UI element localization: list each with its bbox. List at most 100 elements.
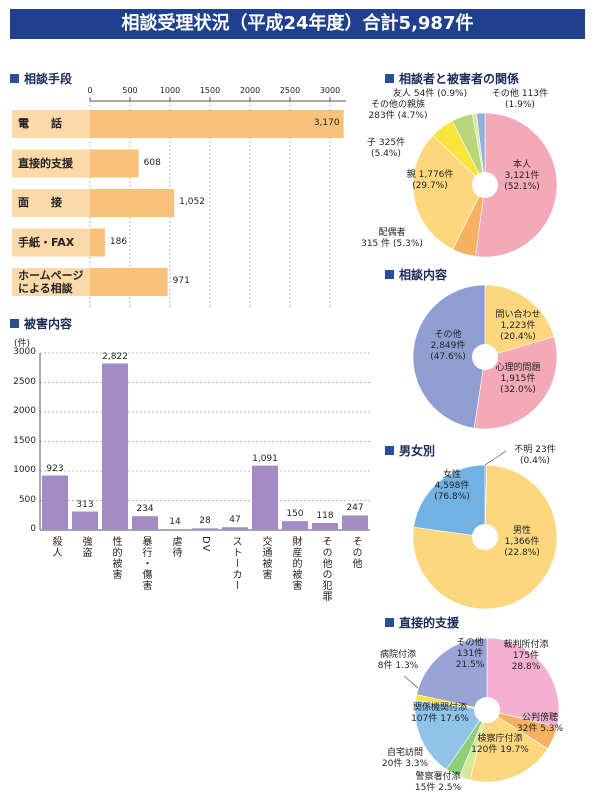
slice-label: 女性 4,598件 (76.8%) bbox=[434, 470, 470, 502]
slice-name: 親 bbox=[406, 170, 416, 180]
pie-slice bbox=[484, 284, 555, 358]
bar bbox=[90, 189, 175, 217]
y-tick-label: 500 bbox=[18, 494, 36, 505]
value-label: 234 bbox=[136, 504, 154, 515]
category-label: 虐待 bbox=[170, 536, 181, 558]
slice-label: 問い合わせ 1,223件 (20.4%) bbox=[495, 310, 540, 342]
bar bbox=[90, 268, 168, 296]
x-tick-label: 2000 bbox=[239, 86, 261, 95]
category-label: 直接的支援 bbox=[18, 156, 73, 170]
slice-value: 325件 (5.4%) bbox=[371, 138, 406, 159]
slice-value: 113件 (1.9%) bbox=[505, 89, 549, 110]
slice-label: 心理的問題 1,915件 (32.0%) bbox=[495, 363, 540, 395]
slice-name: 警察署付添 bbox=[415, 772, 461, 782]
slice-label: 親 1,776件 (29.7%) bbox=[407, 170, 454, 192]
y-axis-label: (件) bbox=[14, 339, 31, 349]
category-label: 性的被害 bbox=[110, 536, 121, 580]
bar bbox=[90, 149, 139, 178]
bar bbox=[312, 523, 338, 530]
slice-label: 友人 54件 (0.9%) bbox=[393, 89, 467, 100]
slice-name: 関係機関付添 bbox=[412, 703, 468, 713]
slice-value: 3,121件 (52.1%) bbox=[504, 170, 540, 192]
value-label: 1,052 bbox=[179, 197, 205, 207]
slice-value: 1,776件 (29.7%) bbox=[412, 170, 454, 191]
slice-name: 病院付添 bbox=[379, 650, 417, 660]
row-background bbox=[12, 228, 90, 257]
bar bbox=[72, 511, 98, 530]
slice-name: 公判傍聴 bbox=[521, 713, 558, 723]
value-label: 28 bbox=[199, 516, 211, 527]
slice-value: 20件 3.3% bbox=[381, 758, 429, 769]
slice-value: 120件 19.7% bbox=[471, 744, 529, 755]
slice-value: 15件 2.5% bbox=[414, 782, 462, 793]
value-label: 923 bbox=[46, 463, 64, 474]
bar bbox=[132, 516, 158, 530]
slice-label: 病院付添 8件 1.3% bbox=[378, 650, 418, 672]
pie-slice bbox=[469, 709, 549, 783]
slice-value: 107件 17.6% bbox=[411, 713, 469, 724]
y-tick-label: 2000 bbox=[13, 406, 36, 416]
bar bbox=[90, 228, 105, 257]
pie-slice bbox=[412, 284, 486, 429]
pie-hole bbox=[472, 172, 498, 198]
slice-name: 検察庁付添 bbox=[477, 734, 523, 744]
leader-line bbox=[484, 450, 507, 466]
slice-label: その他 2,849件 (47.6%) bbox=[430, 330, 466, 362]
slice-label: その他 131件 21.5% bbox=[456, 638, 485, 670]
slice-name: その他 bbox=[456, 638, 484, 648]
bar bbox=[192, 528, 218, 530]
page-title: 相談受理状況（平成24年度）合計5,987件 bbox=[10, 9, 585, 39]
row-background bbox=[12, 110, 90, 138]
value-label: 971 bbox=[172, 276, 190, 286]
bar bbox=[252, 465, 278, 530]
bar bbox=[102, 363, 128, 530]
pie-slice bbox=[475, 112, 558, 258]
category-label: ストーカー bbox=[230, 536, 241, 591]
value-label: 47 bbox=[229, 515, 241, 526]
slice-name: 配偶者 bbox=[378, 228, 406, 238]
slice-value: 1,223件 (20.4%) bbox=[500, 320, 536, 342]
category-label: DV bbox=[200, 536, 211, 553]
slice-value: 1,915件 (32.0%) bbox=[500, 373, 536, 395]
category-label: 強盗 bbox=[80, 536, 91, 558]
bar bbox=[282, 521, 308, 530]
value-label: 14 bbox=[169, 517, 181, 528]
slice-value: 2,849件 (47.6%) bbox=[430, 340, 466, 362]
value-label: 118 bbox=[316, 511, 334, 522]
pie-slice bbox=[416, 637, 488, 711]
slice-label: 配偶者 315 件 (5.3%) bbox=[361, 228, 423, 250]
x-tick-label: 3000 bbox=[319, 86, 341, 95]
slice-name: 子 bbox=[366, 138, 376, 148]
category-label: 交通被害 bbox=[260, 536, 271, 580]
pie-hole bbox=[472, 524, 498, 550]
category-label: その他 bbox=[350, 536, 361, 569]
row-background bbox=[12, 268, 90, 296]
slice-label: 警察署付添 15件 2.5% bbox=[415, 772, 461, 794]
slice-label: 裁判所付添 175件 28.8% bbox=[503, 640, 548, 672]
slice-label: 子 325件 (5.4%) bbox=[367, 138, 405, 160]
bar bbox=[90, 110, 344, 138]
slice-name: 問い合わせ bbox=[495, 310, 541, 320]
slice-value: 8件 1.3% bbox=[377, 660, 419, 671]
slice-value: 1,366件 (22.8%) bbox=[504, 536, 540, 558]
slice-name: 友人 bbox=[392, 89, 411, 99]
slice-label: 男性 1,366件 (22.8%) bbox=[504, 526, 540, 558]
row-background bbox=[12, 149, 90, 178]
category-label: 面 接 bbox=[18, 196, 62, 210]
pie-slice bbox=[476, 112, 486, 186]
slice-name: 本人 bbox=[512, 160, 531, 170]
leader-line bbox=[403, 675, 419, 689]
slice-name: 男性 bbox=[512, 526, 531, 536]
section-title: 直接的支援 bbox=[385, 616, 459, 630]
x-tick-label: 2500 bbox=[279, 86, 301, 95]
x-tick-label: 500 bbox=[122, 86, 138, 95]
section-title: 相談内容 bbox=[385, 268, 447, 282]
slice-value: 315 件 (5.3%) bbox=[361, 238, 423, 249]
slice-label: 公判傍聴 32件 5.3% bbox=[517, 713, 563, 735]
value-label: 1,091 bbox=[252, 453, 278, 464]
slice-label: 検察庁付添 120件 19.7% bbox=[471, 734, 529, 756]
value-label: 247 bbox=[346, 503, 364, 514]
row-background bbox=[12, 189, 90, 217]
